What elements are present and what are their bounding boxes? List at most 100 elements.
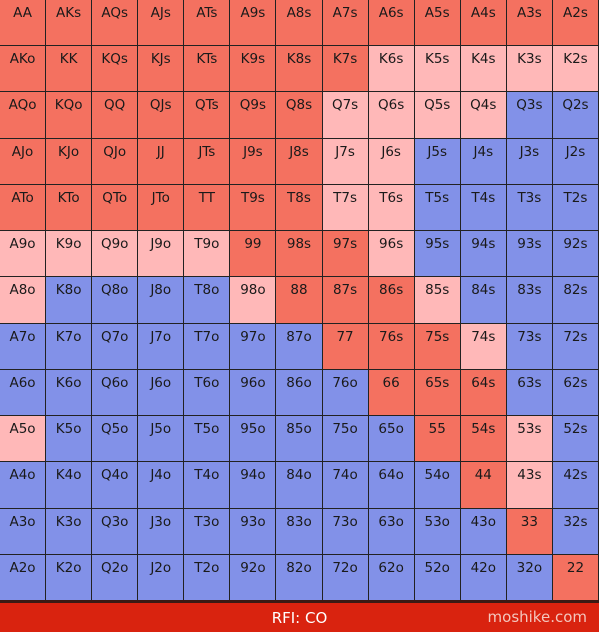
hand-cell: 72o xyxy=(322,554,368,600)
hand-cell: Q4o xyxy=(92,462,138,508)
footer-title: RFI: CO xyxy=(271,609,328,627)
hand-cell: 53s xyxy=(506,416,552,462)
hand-cell: T9s xyxy=(230,184,276,231)
hand-cell: J6o xyxy=(138,369,184,416)
hand-cell: 84o xyxy=(276,462,322,508)
hand-cell: A5s xyxy=(414,0,460,46)
hand-cell: J2o xyxy=(138,554,184,600)
hand-cell: A7s xyxy=(322,0,368,46)
brand: moshike.com xyxy=(487,608,587,626)
hand-cell: 88 xyxy=(276,277,322,323)
hand-cell: KQo xyxy=(46,92,92,138)
hand-cell: K7o xyxy=(46,323,92,369)
hand-cell: 94s xyxy=(460,231,506,277)
hand-cell: 96s xyxy=(368,231,414,277)
hand-cell: 85o xyxy=(276,416,322,462)
hand-cell: 96o xyxy=(230,369,276,416)
hand-cell: K4s xyxy=(460,46,506,92)
hand-cell: 98o xyxy=(230,277,276,323)
hand-cell: 44 xyxy=(460,462,506,508)
hand-cell: Q3s xyxy=(506,92,552,138)
hand-cell: AQs xyxy=(92,0,138,46)
hand-cell: A9o xyxy=(0,231,46,277)
hand-cell: 73o xyxy=(322,508,368,554)
hand-cell: 93s xyxy=(506,231,552,277)
hand-cell: K8s xyxy=(276,46,322,92)
hand-cell: AJo xyxy=(0,138,46,184)
hand-cell: 53o xyxy=(414,508,460,554)
hand-cell: A2s xyxy=(552,0,598,46)
hand-cell: K3s xyxy=(506,46,552,92)
hand-cell: T4s xyxy=(460,184,506,231)
hand-cell: JTs xyxy=(184,138,230,184)
hand-cell: 76o xyxy=(322,369,368,416)
hand-cell: 22 xyxy=(552,554,598,600)
hand-cell: Q4s xyxy=(460,92,506,138)
hand-cell: 83s xyxy=(506,277,552,323)
hand-cell: K4o xyxy=(46,462,92,508)
hand-cell: 75s xyxy=(414,323,460,369)
hand-cell: KJo xyxy=(46,138,92,184)
hand-cell: 72s xyxy=(552,323,598,369)
hand-cell: Q5o xyxy=(92,416,138,462)
hand-cell: 52s xyxy=(552,416,598,462)
hand-cell: 42o xyxy=(460,554,506,600)
hand-cell: 42s xyxy=(552,462,598,508)
hand-cell: J4o xyxy=(138,462,184,508)
hand-cell: K3o xyxy=(46,508,92,554)
hand-cell: 74o xyxy=(322,462,368,508)
hand-cell: J9o xyxy=(138,231,184,277)
hand-cell: T5o xyxy=(184,416,230,462)
hand-cell: T3s xyxy=(506,184,552,231)
hand-cell: 82o xyxy=(276,554,322,600)
hand-cell: 62s xyxy=(552,369,598,416)
hand-cell: 63s xyxy=(506,369,552,416)
hand-cell: A3s xyxy=(506,0,552,46)
hand-cell: AKo xyxy=(0,46,46,92)
hand-cell: QJo xyxy=(92,138,138,184)
hand-cell: 85s xyxy=(414,277,460,323)
hand-cell: T7o xyxy=(184,323,230,369)
hand-cell: K2o xyxy=(46,554,92,600)
hand-cell: Q2s xyxy=(552,92,598,138)
hand-cell: QJs xyxy=(138,92,184,138)
hand-cell: A5o xyxy=(0,416,46,462)
hand-cell: T6s xyxy=(368,184,414,231)
hand-cell: 64o xyxy=(368,462,414,508)
hand-cell: J3s xyxy=(506,138,552,184)
hand-cell: 92o xyxy=(230,554,276,600)
hand-cell: 43s xyxy=(506,462,552,508)
hand-cell: K7s xyxy=(322,46,368,92)
hand-cell: 86o xyxy=(276,369,322,416)
range-grid: AA AKs AQs AJs ATs A9s A8s A7s A6s A5s A4s A3s A2s AK… xyxy=(0,0,599,600)
hand-cell: J5o xyxy=(138,416,184,462)
hand-cell: 62o xyxy=(368,554,414,600)
hand-cell: Q7o xyxy=(92,323,138,369)
hand-cell: 92s xyxy=(552,231,598,277)
hand-cell: T8o xyxy=(184,277,230,323)
hand-cell: 43o xyxy=(460,508,506,554)
footer: RFI: CO moshike.com xyxy=(0,600,599,632)
hand-cell: A6o xyxy=(0,369,46,416)
hand-cell: ATs xyxy=(184,0,230,46)
hand-cell: K6s xyxy=(368,46,414,92)
hand-cell: A4o xyxy=(0,462,46,508)
hand-cell: A4s xyxy=(460,0,506,46)
hand-cell: 65o xyxy=(368,416,414,462)
hand-cell: A6s xyxy=(368,0,414,46)
hand-cell: T8s xyxy=(276,184,322,231)
hand-cell: 99 xyxy=(230,231,276,277)
hand-cell: KJs xyxy=(138,46,184,92)
hand-cell: 84s xyxy=(460,277,506,323)
hand-cell: K9o xyxy=(46,231,92,277)
hand-cell: K5s xyxy=(414,46,460,92)
hand-cell: 65s xyxy=(414,369,460,416)
hand-cell: T2o xyxy=(184,554,230,600)
hand-cell: Q3o xyxy=(92,508,138,554)
hand-cell: QQ xyxy=(92,92,138,138)
hand-cell: T6o xyxy=(184,369,230,416)
hand-cell: 95o xyxy=(230,416,276,462)
hand-cell: A9s xyxy=(230,0,276,46)
hand-cell: AQo xyxy=(0,92,46,138)
hand-cell: A2o xyxy=(0,554,46,600)
